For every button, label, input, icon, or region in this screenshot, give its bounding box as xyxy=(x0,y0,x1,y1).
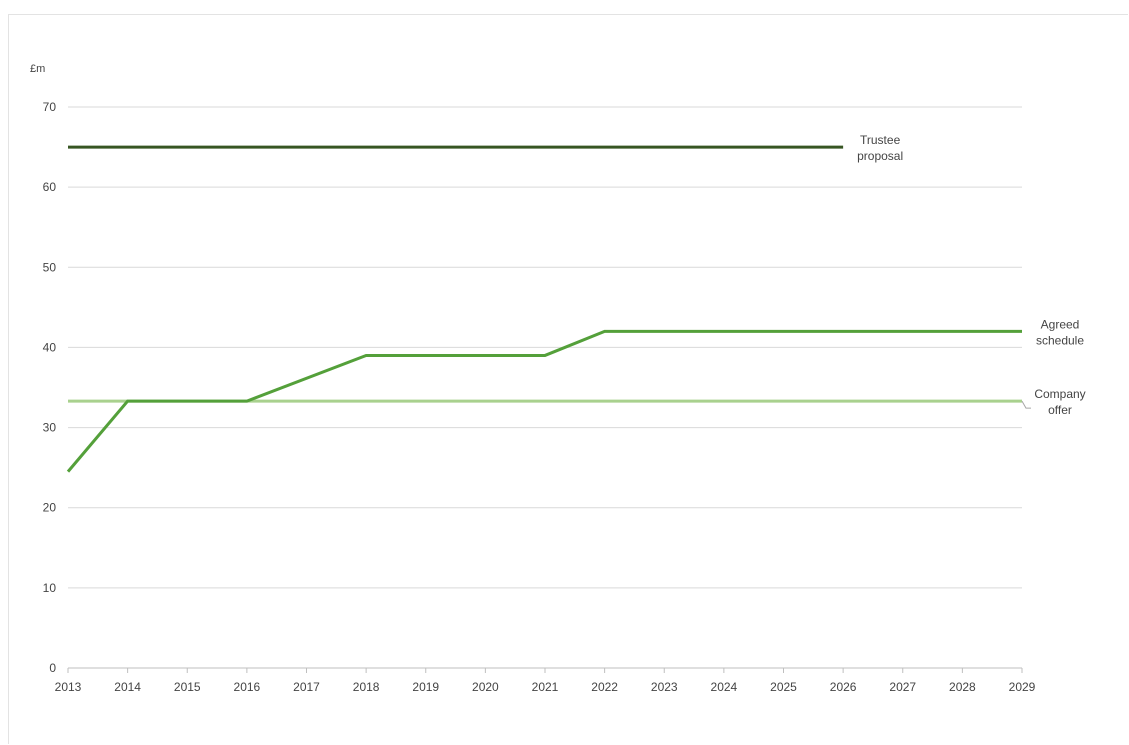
y-tick-label: 50 xyxy=(43,260,57,274)
x-tick-label: 2018 xyxy=(353,680,380,694)
x-tick-label: 2024 xyxy=(711,680,738,694)
y-tick-label: 70 xyxy=(43,100,57,114)
x-tick-label: 2014 xyxy=(114,680,141,694)
x-tick-label: 2021 xyxy=(532,680,559,694)
series-label: Company xyxy=(1034,387,1085,401)
x-tick-label: 2025 xyxy=(770,680,797,694)
y-axis-tick-labels: 0 10 20 30 40 50 60 70 xyxy=(43,100,57,675)
x-tick-label: 2022 xyxy=(591,680,618,694)
x-tick-label: 2013 xyxy=(55,680,82,694)
x-tick-label: 2026 xyxy=(830,680,857,694)
y-tick-label: 40 xyxy=(43,340,57,354)
series-label: offer xyxy=(1048,403,1072,417)
label-leader-line xyxy=(1022,401,1031,408)
x-tick-label: 2023 xyxy=(651,680,678,694)
series-label: proposal xyxy=(857,149,903,163)
x-tick-label: 2016 xyxy=(234,680,261,694)
x-tick-label: 2029 xyxy=(1009,680,1036,694)
y-tick-label: 30 xyxy=(43,421,57,435)
x-tick-label: 2020 xyxy=(472,680,499,694)
y-tick-label: 10 xyxy=(43,581,57,595)
series-label: Agreed xyxy=(1041,317,1080,331)
series-label: Trustee xyxy=(860,133,901,147)
y-tick-label: 60 xyxy=(43,180,57,194)
series-lines xyxy=(68,147,1022,472)
x-tick-label: 2028 xyxy=(949,680,976,694)
x-tick-label: 2017 xyxy=(293,680,320,694)
series-labels: Trustee proposal Agreed schedule Company offe… xyxy=(857,133,1086,417)
gridlines xyxy=(68,107,1022,673)
y-tick-label: 20 xyxy=(43,501,57,515)
x-tick-label: 2015 xyxy=(174,680,201,694)
y-axis-label: £m xyxy=(30,63,45,75)
x-tick-label: 2019 xyxy=(412,680,439,694)
series-label: schedule xyxy=(1036,333,1084,347)
y-tick-label: 0 xyxy=(49,661,56,675)
x-tick-label: 2027 xyxy=(889,680,916,694)
x-axis-tick-labels: 2013 2014 2015 2016 2017 2018 2019 2020 2021 2022… xyxy=(55,680,1036,694)
